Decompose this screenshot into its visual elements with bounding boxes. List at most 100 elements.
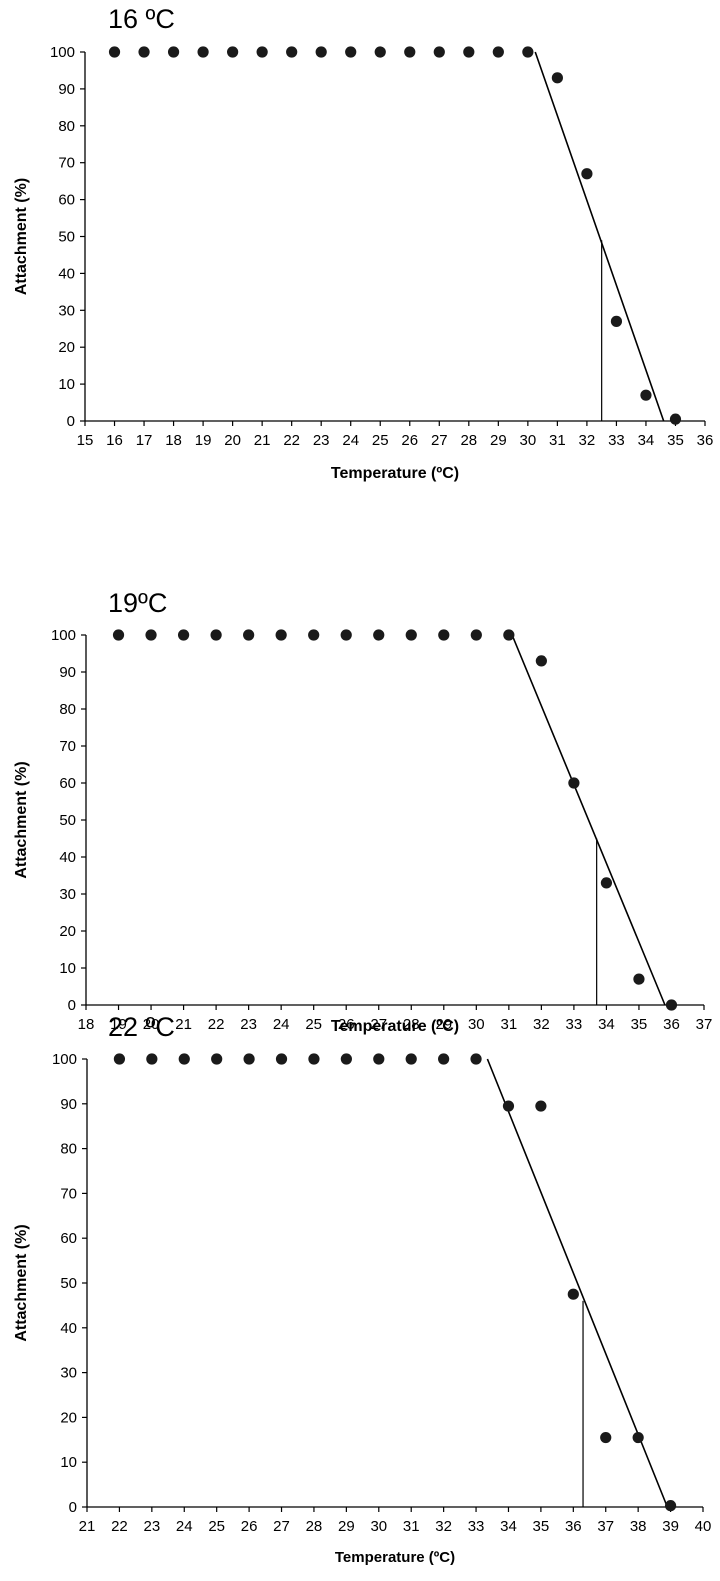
x-tick-label: 34 (598, 1016, 615, 1033)
data-point (433, 46, 445, 58)
chart-panel-19c: 19ºC 0 10 20 30 40 50 60 70 80 90 100 18 19 20 21 22 23 24… (13, 588, 712, 1035)
data-point (535, 1100, 547, 1112)
data-point (178, 1053, 190, 1065)
x-tick-label: 37 (597, 1518, 614, 1535)
data-point (256, 46, 268, 58)
x-tick-label: 23 (143, 1518, 160, 1535)
data-point (243, 629, 255, 641)
y-tick-label: 20 (59, 923, 76, 940)
x-tick-label: 27 (370, 1016, 387, 1033)
data-point (405, 1053, 417, 1065)
data-point (640, 389, 652, 401)
x-tick-label: 33 (608, 432, 625, 449)
y-tick-label: 80 (59, 701, 76, 718)
y-tick-label: 0 (68, 997, 76, 1014)
x-tick-label: 31 (403, 1518, 420, 1535)
data-point (567, 1288, 579, 1300)
data-point (315, 46, 327, 58)
data-point (340, 1053, 352, 1065)
x-tick-label: 22 (208, 1016, 225, 1033)
x-tick-label: 31 (549, 432, 566, 449)
data-point (275, 1053, 288, 1065)
y-tick-label: 30 (59, 886, 76, 903)
data-point (535, 655, 547, 667)
y-tick-label: 70 (60, 1185, 77, 1202)
y-tick-label: 10 (59, 960, 76, 977)
y-tick-label: 30 (58, 302, 75, 319)
x-tick-label: 16 (106, 432, 123, 449)
y-tick-label: 100 (51, 627, 76, 644)
x-tick-label: 39 (662, 1518, 679, 1535)
x-tick-label: 24 (176, 1518, 193, 1535)
x-tick-label: 20 (143, 1016, 160, 1033)
x-axis-title: Temperature (ºC) (335, 1549, 455, 1566)
data-point (275, 629, 287, 641)
x-tick-label: 35 (667, 432, 684, 449)
data-point (665, 999, 678, 1011)
y-tick-label: 0 (67, 413, 75, 430)
data-point (502, 1100, 515, 1112)
chart-panel-22c: 22 ºC 0 10 20 30 40 50 60 70 80 90 100 21 22 23 24 25 26 2… (13, 1012, 711, 1566)
x-tick-label: 36 (565, 1518, 582, 1535)
x-tick-label: 28 (460, 432, 477, 449)
x-tick-label: 18 (78, 1016, 95, 1033)
y-tick-label: 0 (69, 1499, 77, 1516)
data-point (345, 46, 357, 58)
data-point (470, 629, 482, 641)
y-tick-label: 60 (58, 192, 75, 209)
data-point (438, 1053, 450, 1065)
data-point (568, 777, 580, 789)
y-tick-label: 60 (59, 775, 76, 792)
x-tick-label: 35 (533, 1518, 550, 1535)
y-tick-label: 10 (58, 376, 75, 393)
data-point (581, 168, 593, 180)
data-point (308, 629, 320, 641)
x-tick-label: 29 (435, 1016, 452, 1033)
x-tick-label: 24 (342, 432, 359, 449)
y-tick-label: 70 (58, 155, 75, 172)
x-tick-label: 26 (241, 1518, 258, 1535)
x-tick-label: 38 (630, 1518, 647, 1535)
x-tick-label: 23 (313, 432, 330, 449)
data-point (197, 46, 209, 58)
data-point (669, 413, 682, 425)
x-tick-label: 21 (254, 432, 271, 449)
x-tick-label: 26 (338, 1016, 355, 1033)
x-tick-label: 35 (631, 1016, 648, 1033)
data-point (112, 629, 125, 641)
data-point (438, 629, 450, 641)
data-point (503, 629, 515, 641)
x-tick-label: 33 (468, 1518, 485, 1535)
data-point (340, 629, 352, 641)
x-tick-label: 15 (77, 432, 94, 449)
data-point (146, 1053, 158, 1065)
y-tick-label: 50 (60, 1275, 77, 1292)
data-point (600, 877, 613, 889)
x-tick-label: 33 (566, 1016, 583, 1033)
data-point (373, 629, 385, 641)
x-tick-label: 24 (273, 1016, 290, 1033)
x-tick-label: 27 (273, 1518, 290, 1535)
y-tick-label: 20 (58, 339, 75, 356)
data-point (404, 46, 416, 58)
x-tick-label: 31 (500, 1016, 517, 1033)
y-tick-label: 90 (58, 81, 75, 98)
y-tick-label: 100 (52, 1051, 77, 1068)
x-tick-label: 25 (208, 1518, 225, 1535)
x-tick-label: 26 (401, 432, 418, 449)
y-tick-label: 30 (60, 1365, 77, 1382)
y-tick-label: 40 (59, 849, 76, 866)
y-tick-label: 50 (59, 812, 76, 829)
y-tick-label: 50 (58, 229, 75, 246)
y-tick-label: 70 (59, 738, 76, 755)
fit-line (534, 51, 665, 422)
y-tick-label: 80 (58, 118, 75, 135)
y-axis-title: Attachment (%) (13, 761, 30, 878)
data-point (286, 46, 298, 58)
panel-title: 16 ºC (108, 4, 175, 34)
y-tick-label: 90 (60, 1096, 77, 1113)
x-tick-label: 29 (490, 432, 507, 449)
panel-title: 19ºC (108, 588, 167, 618)
data-point (600, 1431, 612, 1444)
